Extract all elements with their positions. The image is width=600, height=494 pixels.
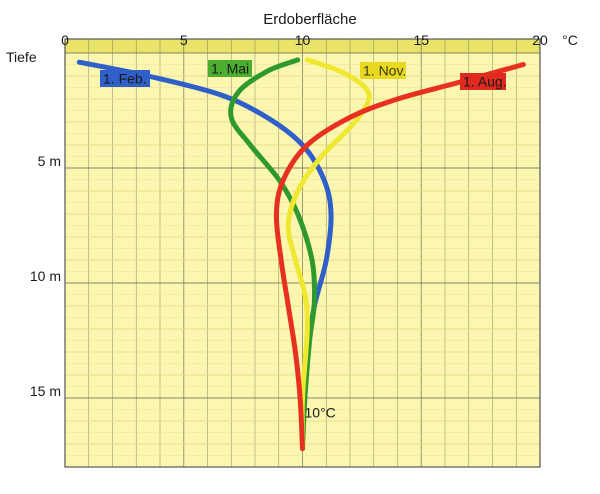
y-tick-label: 5 m xyxy=(38,153,61,169)
x-tick-label: 20 xyxy=(532,32,548,48)
series-label-box-1-nov xyxy=(360,62,406,79)
series-label-box-1-aug xyxy=(460,73,506,90)
axis-labels: 0 5 10 15 20 °C Tiefe 5 m 10 m 15 m 10°C xyxy=(6,32,578,420)
chart-title: Erdoberfläche xyxy=(263,11,356,28)
series-label-box-1-mai xyxy=(208,60,252,77)
series-label-box-1-feb xyxy=(100,70,150,87)
series-line-1-aug xyxy=(273,62,526,452)
series-label-1-mai: 1. Mai xyxy=(211,61,249,77)
x-unit-label: °C xyxy=(562,32,578,48)
y-tick-label: 10 m xyxy=(30,268,61,284)
series-label-1-aug: 1. Aug. xyxy=(463,74,507,90)
series-labels: 1. Feb. 1. Mai 1. Nov. 1. Aug. xyxy=(100,60,507,90)
series-lines xyxy=(76,57,526,452)
series-label-1-nov: 1. Nov. xyxy=(363,63,406,79)
y-tick-label: 15 m xyxy=(30,383,61,399)
series-label-1-feb: 1. Feb. xyxy=(103,71,147,87)
annotation-10c: 10°C xyxy=(305,404,336,420)
plot-border xyxy=(64,38,541,468)
series-line-1-mai xyxy=(228,57,318,452)
x-tick-label: 5 xyxy=(180,32,188,48)
x-tick-label: 0 xyxy=(61,32,69,48)
series-line-1-nov xyxy=(285,57,372,452)
x-tick-label: 10 xyxy=(295,32,311,48)
y-axis-label: Tiefe xyxy=(6,49,37,65)
x-tick-label: 15 xyxy=(413,32,429,48)
